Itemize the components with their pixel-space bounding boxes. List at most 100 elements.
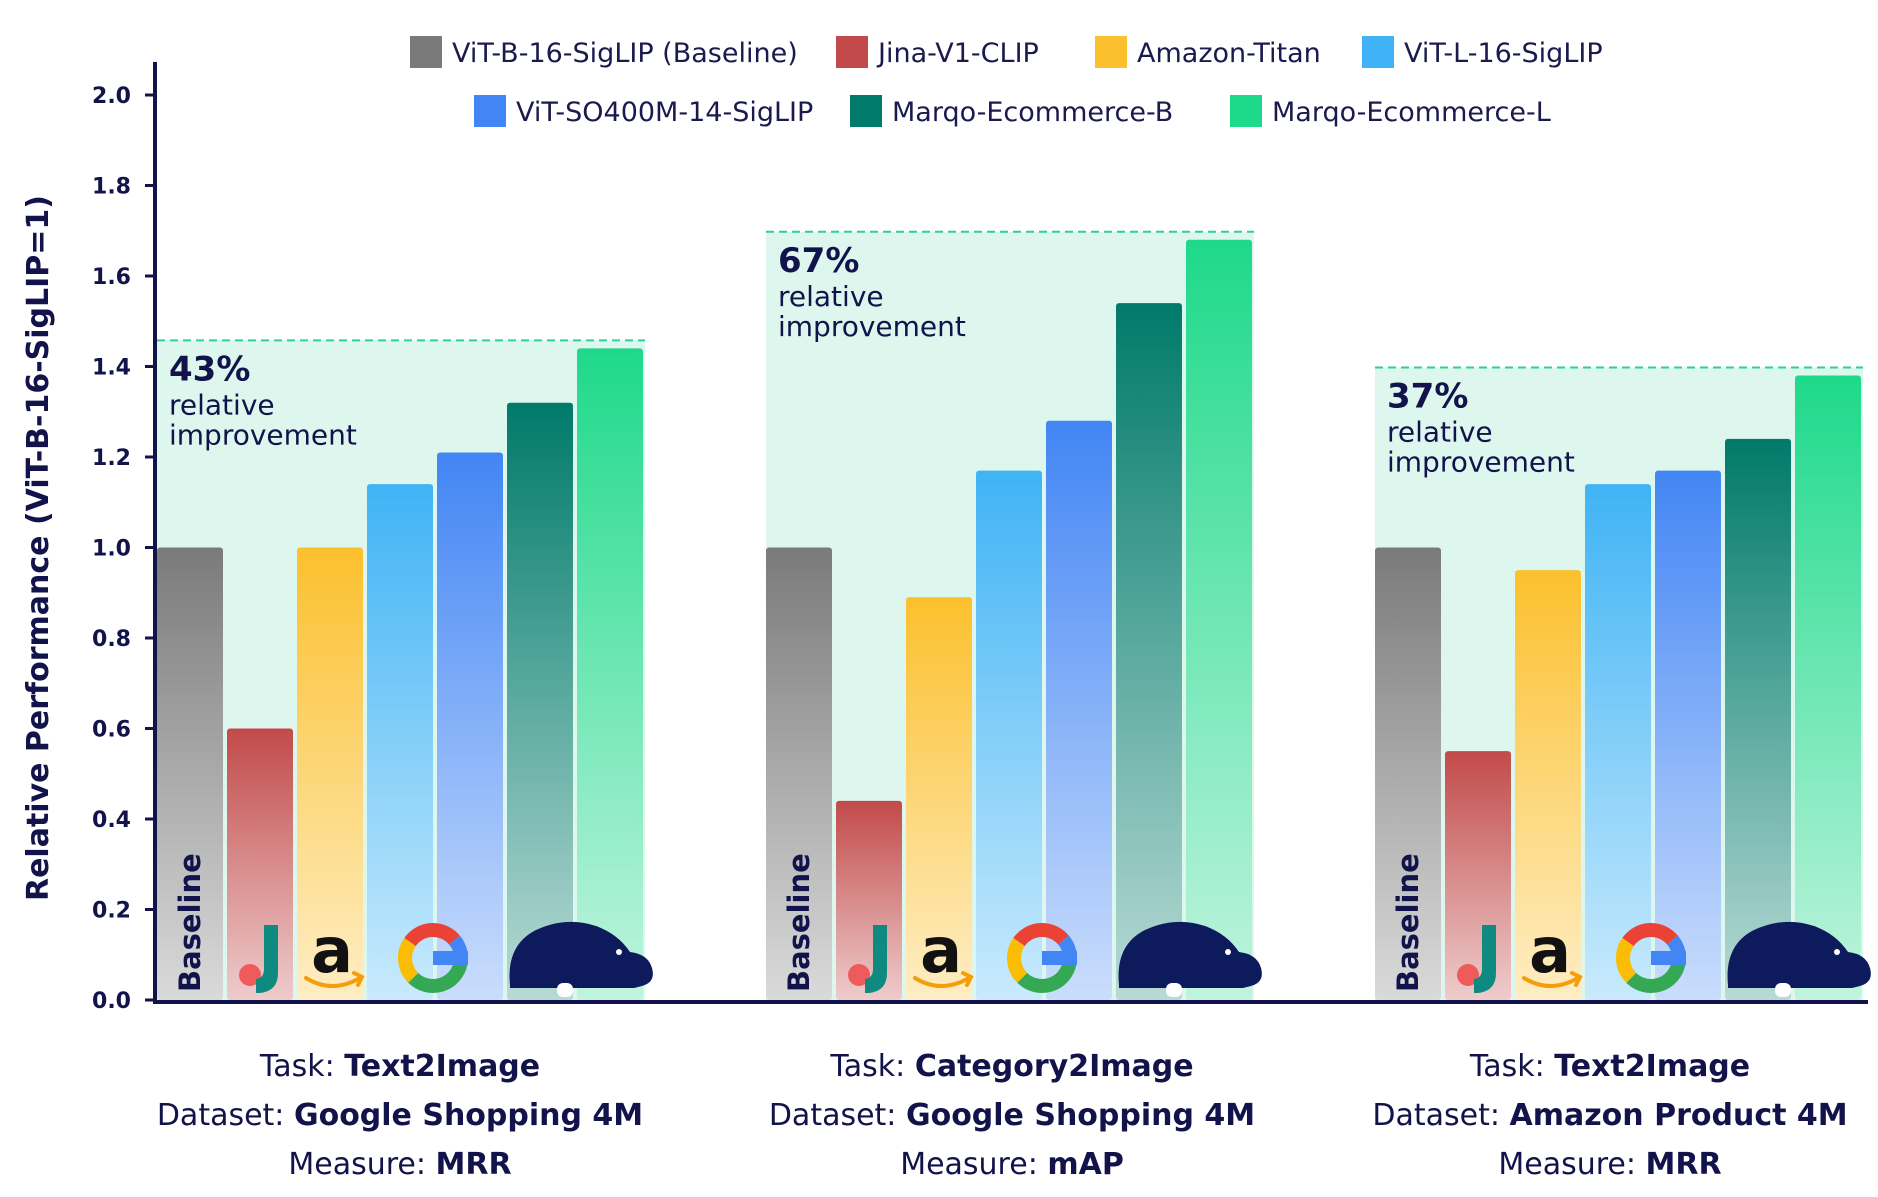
- bar-marqo-ecommerce-b: [1725, 438, 1791, 1000]
- improvement-percent: 43%: [169, 349, 250, 389]
- bar-jina-v1-clip: [227, 728, 293, 1000]
- legend-label: Marqo-Ecommerce-B: [892, 97, 1173, 128]
- improvement-text: improvement: [778, 310, 966, 343]
- google-logo-icon: [1616, 923, 1686, 993]
- bar-vit-b-16-siglip-baseline-: [766, 547, 832, 1000]
- svg-text:a: a: [311, 914, 353, 987]
- bar-icons: Baseline a Baseline a Baseline a: [173, 853, 1871, 997]
- caption-value: Text2Image: [344, 1049, 540, 1084]
- improvement-percent: 67%: [778, 241, 859, 281]
- legend-swatch: [1362, 36, 1394, 68]
- improvement-text: relative: [169, 388, 275, 421]
- bar-vit-b-16-siglip-baseline-: [157, 547, 223, 1000]
- improvement-text: improvement: [1387, 446, 1575, 479]
- legend: ViT-B-16-SigLIP (Baseline) Jina-V1-CLIP Am…: [410, 36, 1603, 128]
- bars: [157, 239, 1861, 1001]
- bar-vit-l-16-siglip: [976, 470, 1042, 1000]
- hippo-logo-icon: [509, 921, 653, 997]
- y-tick-label: 2.0: [92, 84, 131, 109]
- improvement-text: improvement: [169, 418, 357, 451]
- bar-vit-so400m-14-siglip: [1655, 470, 1721, 1000]
- caption-value: Google Shopping 4M: [294, 1098, 643, 1133]
- group-caption: Dataset: Amazon Product 4M: [1372, 1098, 1847, 1133]
- legend-label: ViT-B-16-SigLIP (Baseline): [452, 38, 798, 69]
- legend-label: ViT-SO400M-14-SigLIP: [516, 97, 813, 128]
- baseline-label: Baseline: [1391, 853, 1425, 992]
- caption-key: Dataset:: [1372, 1098, 1509, 1133]
- legend-label: ViT-L-16-SigLIP: [1404, 38, 1603, 69]
- legend-label: Marqo-Ecommerce-L: [1272, 97, 1551, 128]
- hippo-logo-icon: [1727, 921, 1871, 997]
- bar-amazon-titan: [1515, 570, 1581, 1000]
- legend-swatch: [836, 36, 868, 68]
- svg-text:a: a: [920, 914, 962, 987]
- group-caption: Dataset: Google Shopping 4M: [769, 1098, 1255, 1133]
- group-caption: Task: Text2Image: [1469, 1049, 1750, 1084]
- group-caption: Measure: MRR: [1498, 1147, 1721, 1182]
- amazon-logo-icon: a: [913, 914, 974, 988]
- group-caption: Dataset: Google Shopping 4M: [157, 1098, 643, 1133]
- jina-logo-icon: [239, 925, 278, 993]
- caption-key: Task:: [829, 1049, 914, 1084]
- y-tick-label: 1.8: [92, 175, 131, 200]
- legend-swatch: [850, 95, 882, 127]
- legend-entry: Marqo-Ecommerce-B: [850, 95, 1173, 128]
- y-tick-label: 0.8: [92, 627, 131, 652]
- y-tick-label: 1.2: [92, 446, 131, 471]
- y-tick-label: 0.2: [92, 899, 131, 924]
- caption-value: Text2Image: [1554, 1049, 1750, 1084]
- bar-amazon-titan: [297, 547, 363, 1000]
- google-logo-icon: [398, 923, 468, 993]
- legend-entry: Amazon-Titan: [1095, 36, 1321, 69]
- bar-marqo-ecommerce-l: [577, 348, 643, 1000]
- caption-value: Google Shopping 4M: [906, 1098, 1255, 1133]
- y-tick-label: 0.6: [92, 718, 131, 743]
- group-caption: Measure: MRR: [288, 1147, 511, 1182]
- caption-key: Measure:: [288, 1147, 435, 1182]
- amazon-logo-icon: a: [1522, 914, 1583, 988]
- caption-key: Measure:: [1498, 1147, 1645, 1182]
- bar-vit-b-16-siglip-baseline-: [1375, 547, 1441, 1000]
- caption-value: Category2Image: [915, 1049, 1194, 1084]
- group-captions: Task: Text2Image Dataset: Google Shopping…: [157, 1049, 1848, 1182]
- caption-value: MRR: [436, 1147, 512, 1182]
- legend-entry: ViT-L-16-SigLIP: [1362, 36, 1603, 69]
- bar-vit-so400m-14-siglip: [1046, 420, 1112, 1000]
- baseline-label: Baseline: [173, 853, 207, 992]
- legend-swatch: [1230, 95, 1262, 127]
- group-caption: Task: Category2Image: [829, 1049, 1193, 1084]
- legend-entry: ViT-SO400M-14-SigLIP: [474, 95, 813, 128]
- bar-vit-l-16-siglip: [367, 484, 433, 1000]
- y-tick-label: 1.6: [92, 265, 131, 290]
- improvement-text: relative: [1387, 416, 1493, 449]
- caption-value: MRR: [1646, 1147, 1722, 1182]
- y-tick-label: 0.0: [92, 989, 131, 1014]
- caption-key: Measure:: [900, 1147, 1047, 1182]
- caption-key: Dataset:: [769, 1098, 906, 1133]
- amazon-logo-icon: a: [304, 914, 365, 988]
- caption-key: Dataset:: [157, 1098, 294, 1133]
- caption-value: mAP: [1047, 1147, 1123, 1182]
- caption-key: Task:: [1469, 1049, 1554, 1084]
- bar-vit-l-16-siglip: [1585, 484, 1651, 1000]
- improvement-percent: 37%: [1387, 377, 1468, 417]
- bar-amazon-titan: [906, 597, 972, 1000]
- y-tick-label: 0.4: [92, 808, 131, 833]
- legend-swatch: [1095, 36, 1127, 68]
- jina-logo-icon: [848, 925, 887, 993]
- bar-vit-so400m-14-siglip: [437, 452, 503, 1001]
- hippo-logo-icon: [1118, 921, 1262, 997]
- svg-text:a: a: [1529, 914, 1571, 987]
- y-axis-label: Relative Performance (ViT-B-16-SigLIP=1): [21, 195, 56, 901]
- group-caption: Task: Text2Image: [259, 1049, 540, 1084]
- legend-swatch: [410, 36, 442, 68]
- y-tick-label: 1.0: [92, 537, 131, 562]
- legend-entry: Marqo-Ecommerce-L: [1230, 95, 1551, 128]
- bar-marqo-ecommerce-l: [1186, 239, 1252, 1001]
- caption-key: Task:: [259, 1049, 344, 1084]
- legend-label: Amazon-Titan: [1137, 38, 1321, 69]
- y-axis: 0.0 0.2 0.4 0.6 0.8 1.0 1.2 1.4 1.6 1.8 2.0 Relativ…: [21, 62, 1868, 1014]
- jina-logo-icon: [1457, 925, 1496, 993]
